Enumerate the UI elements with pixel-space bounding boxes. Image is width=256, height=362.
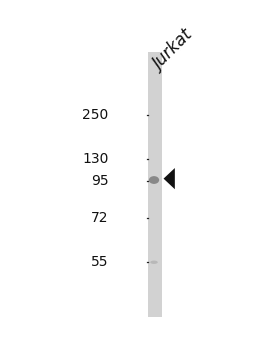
Text: 55: 55: [91, 255, 108, 269]
Text: 250: 250: [82, 108, 108, 122]
Ellipse shape: [150, 261, 158, 264]
Bar: [147, 52, 163, 317]
Ellipse shape: [149, 176, 159, 184]
Text: Jurkat: Jurkat: [150, 27, 197, 74]
Polygon shape: [164, 168, 175, 189]
Text: 130: 130: [82, 152, 108, 166]
Text: 72: 72: [91, 211, 108, 225]
Text: 95: 95: [91, 174, 108, 188]
